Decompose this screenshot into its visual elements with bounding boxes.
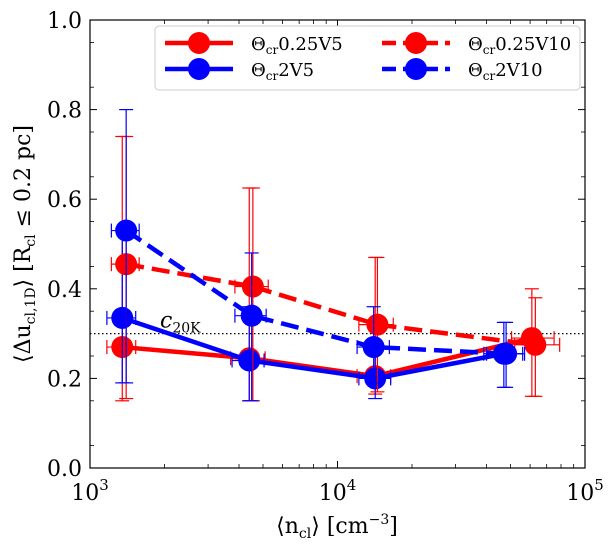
y-axis-label: ⟨Δucl,1D⟩ [Rcl ≤ 0.2 pc]	[11, 125, 39, 363]
legend: Θcr0.25V5 Θcr2V5 Θcr0.25V10 Θcr2V10	[154, 25, 581, 91]
legend-item: Θcr2V10	[382, 58, 543, 83]
legend-marker	[405, 58, 427, 80]
legend-marker	[188, 32, 210, 54]
legend-label: Θcr0.25V5	[251, 34, 343, 57]
legend-box	[154, 25, 581, 91]
legend-label: Θcr2V10	[468, 60, 543, 83]
data-point	[524, 333, 547, 356]
reference-line-label: c20K	[160, 309, 201, 337]
data-point	[362, 336, 385, 359]
data-point	[111, 306, 134, 329]
legend-item: Θcr0.25V5	[165, 32, 343, 57]
data-point	[240, 304, 263, 327]
y-tick-label: 0.0	[47, 457, 82, 482]
x-tick-label: 104	[319, 476, 357, 506]
data-point	[241, 275, 264, 298]
data-point	[115, 219, 138, 242]
y-tick-label: 0.2	[47, 367, 82, 392]
data-point	[366, 313, 389, 336]
series-4	[110, 108, 526, 402]
data-point	[364, 367, 387, 390]
y-tick-label: 0.4	[47, 278, 82, 303]
series-1	[106, 135, 555, 402]
y-tick-label: 0.8	[47, 99, 82, 124]
y-tick-label: 1.0	[47, 9, 82, 34]
data-point	[495, 342, 518, 365]
legend-label: Θcr0.25V10	[468, 34, 571, 57]
series-line	[124, 228, 507, 357]
x-tick-label: 103	[71, 476, 109, 506]
x-tick-label: 105	[566, 476, 604, 506]
legend-marker	[188, 58, 210, 80]
x-axis-label: ⟨ncl⟩ [cm−3]	[276, 512, 398, 542]
series-line	[121, 315, 505, 381]
series-line	[125, 261, 536, 348]
legend-item: Θcr2V5	[165, 58, 314, 83]
y-tick-label: 0.6	[47, 188, 82, 213]
legend-item: Θcr0.25V10	[382, 32, 571, 57]
legend-label: Θcr2V5	[251, 60, 314, 83]
data-point	[238, 349, 261, 372]
legend-marker	[405, 32, 427, 54]
